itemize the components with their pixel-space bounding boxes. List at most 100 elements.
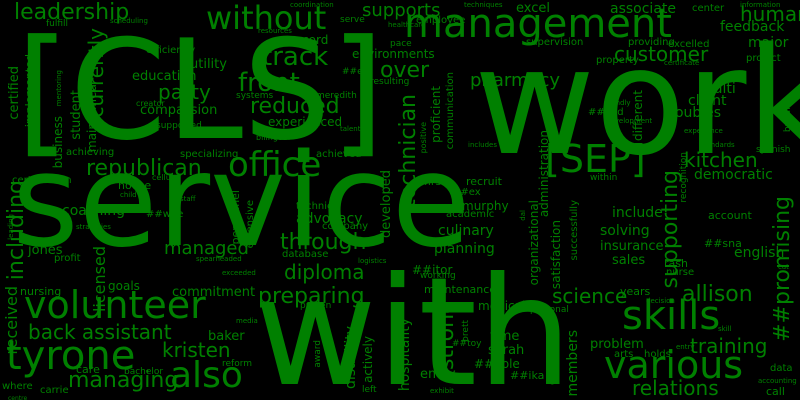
word-tyrone: tyrone bbox=[6, 333, 136, 379]
word-reduced: reduced bbox=[250, 94, 340, 119]
word-development: development bbox=[606, 117, 653, 125]
word-cat: cat bbox=[778, 263, 789, 271]
word-media: media bbox=[236, 317, 258, 325]
word-sales: sales bbox=[612, 253, 646, 268]
word-record: record bbox=[290, 33, 329, 47]
word-fulfill: fulfill bbox=[46, 19, 69, 29]
word-front: front bbox=[238, 68, 300, 98]
word-supervision: supervision bbox=[526, 37, 584, 48]
word-murphy: murphy bbox=[462, 199, 509, 213]
word-various: various bbox=[604, 343, 744, 387]
word-accounting: accounting bbox=[758, 377, 797, 385]
word-over: over bbox=[380, 58, 430, 83]
word-rash: rash bbox=[664, 257, 688, 270]
word-without: without bbox=[206, 0, 327, 37]
word-healthcare: healthcare bbox=[388, 21, 426, 29]
word-carrie: carrie bbox=[40, 385, 69, 396]
word-project: project bbox=[746, 53, 781, 64]
word-disability: disability bbox=[343, 326, 359, 389]
word-includes: includes bbox=[468, 141, 498, 149]
word-baker: baker bbox=[208, 329, 245, 344]
word-maintenance: maintenance bbox=[424, 283, 497, 296]
word-promising: ##promising bbox=[770, 196, 795, 342]
word-english: english bbox=[734, 245, 785, 261]
word-administration: administration bbox=[537, 130, 551, 218]
word-profit: profit bbox=[54, 253, 81, 264]
word-database: database bbox=[282, 249, 329, 260]
word-communication: communication bbox=[445, 72, 456, 150]
word-nursing: nursing bbox=[20, 285, 62, 298]
word-volunteer: volunteer bbox=[24, 283, 206, 327]
word-solving: solving bbox=[600, 223, 650, 239]
word-kitchen: kitchen bbox=[684, 148, 758, 172]
word-friendly: friendly bbox=[604, 99, 631, 107]
word-able: ##able bbox=[474, 357, 520, 371]
word-within: within bbox=[590, 173, 618, 183]
word-account: account bbox=[708, 209, 752, 222]
word-advocacy: advocacy bbox=[296, 211, 363, 227]
word-exceeded: exceeded bbox=[222, 269, 256, 277]
word-personal: personal bbox=[530, 305, 569, 315]
word-first: first bbox=[424, 175, 446, 188]
word-jones: jones bbox=[28, 243, 63, 258]
word-skills: skills bbox=[622, 293, 721, 339]
word-coordination: coordination bbox=[290, 1, 334, 9]
word-prep: prep bbox=[440, 203, 463, 214]
word-positive: positive bbox=[419, 122, 428, 154]
word-academic: academic bbox=[446, 209, 495, 220]
word-holds: holds bbox=[644, 349, 671, 360]
word-proven: proven bbox=[300, 301, 332, 311]
word-experienced: experienced bbox=[268, 115, 343, 129]
word-kristen: kristen bbox=[162, 338, 231, 362]
word-reform: reform bbox=[222, 359, 253, 369]
word-hospitality: hospitality bbox=[397, 318, 413, 392]
word-property: property bbox=[596, 55, 639, 66]
word-talented: talented bbox=[340, 125, 370, 133]
word-utility: utility bbox=[190, 57, 227, 72]
word-include: include bbox=[612, 205, 663, 221]
word-information: information bbox=[740, 1, 781, 9]
word-troubles: troubles bbox=[664, 105, 722, 121]
word-actively: actively bbox=[361, 336, 375, 383]
word-data: data bbox=[770, 363, 793, 374]
word-leading: leading bbox=[7, 214, 15, 240]
word-office: office bbox=[228, 145, 322, 185]
word-spanish: spanish bbox=[756, 145, 791, 155]
word-pharmacy: pharmacy bbox=[470, 70, 561, 91]
word-left: left bbox=[362, 385, 377, 395]
word-employee: employee bbox=[416, 15, 466, 26]
word-client: client bbox=[688, 93, 727, 109]
word-different: different bbox=[631, 90, 645, 141]
word-commitment: commitment bbox=[172, 285, 256, 300]
word-years: years bbox=[620, 285, 651, 298]
word-emily: emily bbox=[420, 367, 456, 382]
word-managed: managed bbox=[164, 238, 249, 259]
word-itor: ##itor bbox=[412, 263, 453, 277]
word-call: call bbox=[766, 385, 785, 398]
word-efficiently: efficiently bbox=[146, 45, 196, 56]
word-staff: staff bbox=[180, 195, 196, 203]
word-goals: goals bbox=[108, 279, 140, 293]
word-cellular: cellular bbox=[152, 173, 182, 182]
word-resources: resources bbox=[258, 27, 292, 35]
word-providing: providing bbox=[628, 37, 675, 48]
word-building: building bbox=[783, 96, 793, 133]
word-wife: ##wife bbox=[146, 209, 184, 220]
word-education: education bbox=[132, 69, 197, 84]
word-licensed: licensed bbox=[90, 246, 109, 313]
word-excel: excel bbox=[516, 1, 550, 16]
word-certificate: certificate bbox=[664, 59, 700, 67]
word-technician: technician bbox=[396, 94, 421, 208]
word-brett: brett bbox=[461, 320, 471, 342]
word-experience: experience bbox=[684, 127, 723, 135]
word-scheduling: scheduling bbox=[110, 17, 148, 25]
word-preparing: preparing bbox=[258, 284, 365, 309]
word-sarah: sarah bbox=[488, 343, 525, 358]
word-democratic: democratic bbox=[694, 167, 773, 183]
word-house: house bbox=[118, 179, 152, 192]
word-leadership: leadership bbox=[14, 0, 130, 25]
word-logistics: logistics bbox=[358, 257, 387, 265]
word-sna: ##sna bbox=[704, 237, 742, 250]
word-creator: creator bbox=[136, 99, 165, 108]
